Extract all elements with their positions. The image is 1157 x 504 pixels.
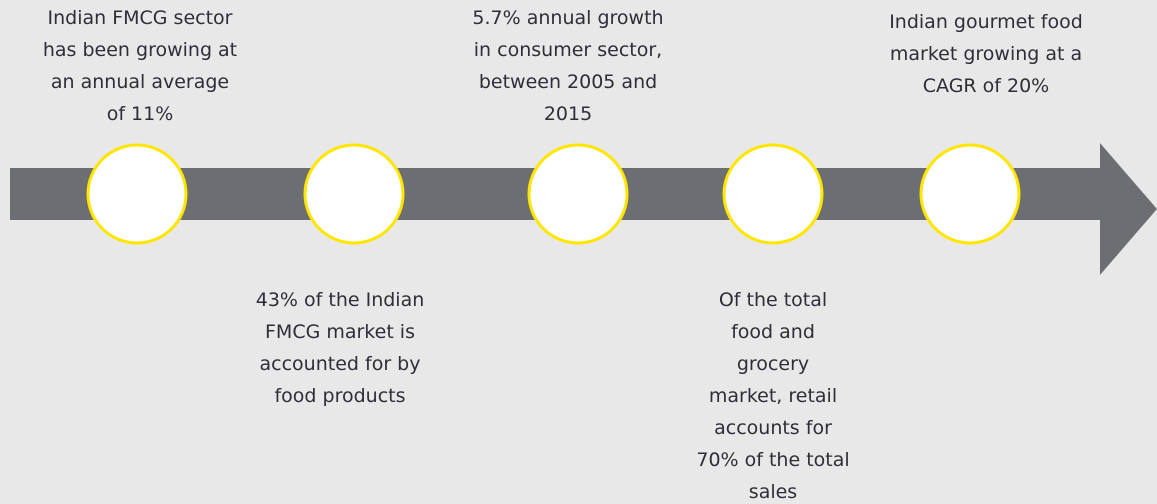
text-line: food products xyxy=(274,385,406,407)
milestone-text: 5.7% annual growth in consumer sector, bet… xyxy=(472,2,663,130)
arrow-head xyxy=(1100,143,1157,275)
milestone-text: Of the total food and grocery market, retai… xyxy=(696,284,849,504)
milestone-circle xyxy=(919,143,1021,245)
text-line: accounts for xyxy=(714,417,832,439)
text-line: 70% of the total xyxy=(696,449,850,471)
text-line: in consumer sector, xyxy=(473,39,663,61)
text-line: an annual average xyxy=(50,71,230,93)
milestone-circle xyxy=(527,143,629,245)
text-line: has been growing at xyxy=(42,39,238,61)
text-line: 2015 xyxy=(543,103,593,125)
text-line: market growing at a xyxy=(889,43,1083,65)
text-line: grocery xyxy=(736,353,810,375)
text-line: between 2005 and xyxy=(478,71,658,93)
text-line: Indian gourmet food xyxy=(889,11,1083,33)
text-line: accounted for by xyxy=(259,353,421,375)
milestone-circle xyxy=(86,143,188,245)
milestone-text: Indian gourmet food market growing at a CA… xyxy=(889,6,1083,102)
text-line: Of the total xyxy=(718,289,828,311)
text-line: 5.7% annual growth xyxy=(472,7,664,29)
text-line: of 11% xyxy=(106,103,174,125)
text-line: sales xyxy=(748,481,798,503)
milestone-circle xyxy=(722,143,824,245)
text-line: market, retail xyxy=(708,385,838,407)
text-line: FMCG market is xyxy=(264,321,415,343)
text-line: 43% of the Indian xyxy=(255,289,425,311)
milestone-text: Indian FMCG sector has been growing at an … xyxy=(43,2,237,130)
text-line: food and xyxy=(731,321,815,343)
text-line: Indian FMCG sector xyxy=(47,7,233,29)
milestone-text: 43% of the Indian FMCG market is accounted… xyxy=(256,284,425,412)
text-line: CAGR of 20% xyxy=(922,75,1050,97)
milestone-circle xyxy=(303,143,405,245)
